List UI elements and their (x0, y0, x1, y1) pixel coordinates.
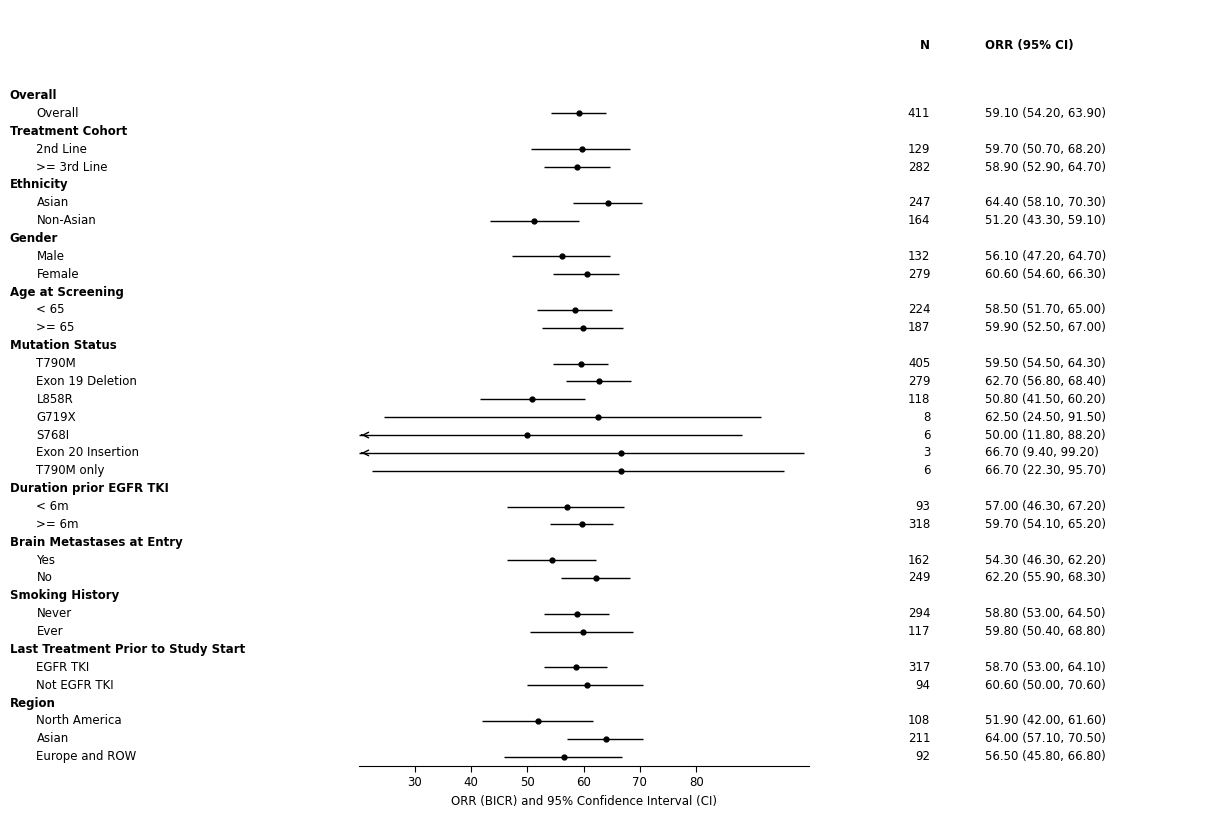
Text: G719X: G719X (36, 411, 77, 424)
Text: Region: Region (10, 696, 56, 710)
Text: N: N (921, 39, 930, 52)
Text: 249: 249 (907, 572, 930, 584)
Text: 59.80 (50.40, 68.80): 59.80 (50.40, 68.80) (985, 625, 1105, 638)
Text: 224: 224 (907, 304, 930, 317)
Text: Smoking History: Smoking History (10, 589, 119, 602)
Text: EGFR TKI: EGFR TKI (36, 661, 90, 674)
Text: 60.60 (54.60, 66.30): 60.60 (54.60, 66.30) (985, 268, 1107, 280)
Text: L858R: L858R (36, 393, 73, 406)
Text: 279: 279 (907, 375, 930, 388)
Text: S768I: S768I (36, 428, 69, 441)
Text: 59.50 (54.50, 64.30): 59.50 (54.50, 64.30) (985, 357, 1105, 370)
Text: Last Treatment Prior to Study Start: Last Treatment Prior to Study Start (10, 643, 244, 656)
Text: 187: 187 (908, 322, 930, 334)
Text: < 6m: < 6m (36, 500, 69, 513)
Text: 132: 132 (908, 250, 930, 263)
Text: Brain Metastases at Entry: Brain Metastases at Entry (10, 535, 182, 549)
Text: 59.90 (52.50, 67.00): 59.90 (52.50, 67.00) (985, 322, 1105, 334)
Text: 59.10 (54.20, 63.90): 59.10 (54.20, 63.90) (985, 107, 1107, 120)
Text: 129: 129 (907, 143, 930, 156)
Text: Ethnicity: Ethnicity (10, 178, 68, 191)
Text: 92: 92 (916, 750, 930, 763)
Text: 58.50 (51.70, 65.00): 58.50 (51.70, 65.00) (985, 304, 1105, 317)
Text: 59.70 (50.70, 68.20): 59.70 (50.70, 68.20) (985, 143, 1105, 156)
Text: 405: 405 (908, 357, 930, 370)
Text: 93: 93 (916, 500, 930, 513)
Text: 3: 3 (923, 446, 930, 460)
Text: 60.60 (50.00, 70.60): 60.60 (50.00, 70.60) (985, 679, 1105, 691)
Text: 117: 117 (907, 625, 930, 638)
Text: Treatment Cohort: Treatment Cohort (10, 125, 126, 138)
Text: 57.00 (46.30, 67.20): 57.00 (46.30, 67.20) (985, 500, 1107, 513)
Text: Mutation Status: Mutation Status (10, 339, 117, 352)
Text: 66.70 (22.30, 95.70): 66.70 (22.30, 95.70) (985, 464, 1107, 478)
Text: ORR (95% CI): ORR (95% CI) (985, 39, 1074, 52)
Text: Gender: Gender (10, 232, 58, 245)
Text: 118: 118 (908, 393, 930, 406)
Text: 164: 164 (907, 214, 930, 227)
Text: 294: 294 (907, 607, 930, 620)
Text: 64.00 (57.10, 70.50): 64.00 (57.10, 70.50) (985, 733, 1105, 745)
Text: Duration prior EGFR TKI: Duration prior EGFR TKI (10, 482, 169, 495)
Text: 318: 318 (908, 518, 930, 530)
Text: 56.10 (47.20, 64.70): 56.10 (47.20, 64.70) (985, 250, 1107, 263)
Text: 282: 282 (908, 161, 930, 173)
Text: 62.50 (24.50, 91.50): 62.50 (24.50, 91.50) (985, 411, 1107, 424)
Text: 50.00 (11.80, 88.20): 50.00 (11.80, 88.20) (985, 428, 1105, 441)
Text: 58.90 (52.90, 64.70): 58.90 (52.90, 64.70) (985, 161, 1107, 173)
Text: T790M only: T790M only (36, 464, 105, 478)
Text: 51.90 (42.00, 61.60): 51.90 (42.00, 61.60) (985, 714, 1107, 728)
Text: Non-Asian: Non-Asian (36, 214, 96, 227)
X-axis label: ORR (BICR) and 95% Confidence Interval (CI): ORR (BICR) and 95% Confidence Interval (… (451, 794, 716, 808)
Text: 6: 6 (923, 428, 930, 441)
Text: T790M: T790M (36, 357, 77, 370)
Text: 56.50 (45.80, 66.80): 56.50 (45.80, 66.80) (985, 750, 1105, 763)
Text: Asian: Asian (36, 196, 69, 210)
Text: 247: 247 (907, 196, 930, 210)
Text: Overall: Overall (10, 89, 57, 102)
Text: Not EGFR TKI: Not EGFR TKI (36, 679, 114, 691)
Text: 279: 279 (907, 268, 930, 280)
Text: Exon 19 Deletion: Exon 19 Deletion (36, 375, 137, 388)
Text: Male: Male (36, 250, 64, 263)
Text: 8: 8 (923, 411, 930, 424)
Text: Age at Screening: Age at Screening (10, 285, 124, 299)
Text: 50.80 (41.50, 60.20): 50.80 (41.50, 60.20) (985, 393, 1105, 406)
Text: < 65: < 65 (36, 304, 64, 317)
Text: Overall: Overall (36, 107, 79, 120)
Text: No: No (36, 572, 52, 584)
Text: Europe and ROW: Europe and ROW (36, 750, 136, 763)
Text: 62.20 (55.90, 68.30): 62.20 (55.90, 68.30) (985, 572, 1105, 584)
Text: 58.70 (53.00, 64.10): 58.70 (53.00, 64.10) (985, 661, 1105, 674)
Text: 6: 6 (923, 464, 930, 478)
Text: Exon 20 Insertion: Exon 20 Insertion (36, 446, 140, 460)
Text: North America: North America (36, 714, 122, 728)
Text: 411: 411 (907, 107, 930, 120)
Text: 58.80 (53.00, 64.50): 58.80 (53.00, 64.50) (985, 607, 1105, 620)
Text: 54.30 (46.30, 62.20): 54.30 (46.30, 62.20) (985, 554, 1107, 567)
Text: 62.70 (56.80, 68.40): 62.70 (56.80, 68.40) (985, 375, 1107, 388)
Text: 108: 108 (908, 714, 930, 728)
Text: Ever: Ever (36, 625, 63, 638)
Text: 66.70 (9.40, 99.20): 66.70 (9.40, 99.20) (985, 446, 1099, 460)
Text: 51.20 (43.30, 59.10): 51.20 (43.30, 59.10) (985, 214, 1105, 227)
Text: 317: 317 (908, 661, 930, 674)
Text: Female: Female (36, 268, 79, 280)
Text: >= 3rd Line: >= 3rd Line (36, 161, 108, 173)
Text: >= 6m: >= 6m (36, 518, 79, 530)
Text: 94: 94 (916, 679, 930, 691)
Text: >= 65: >= 65 (36, 322, 75, 334)
Text: Never: Never (36, 607, 72, 620)
Text: 2nd Line: 2nd Line (36, 143, 88, 156)
Text: 162: 162 (907, 554, 930, 567)
Text: Asian: Asian (36, 733, 69, 745)
Text: 59.70 (54.10, 65.20): 59.70 (54.10, 65.20) (985, 518, 1107, 530)
Text: 64.40 (58.10, 70.30): 64.40 (58.10, 70.30) (985, 196, 1105, 210)
Text: Yes: Yes (36, 554, 56, 567)
Text: 211: 211 (907, 733, 930, 745)
